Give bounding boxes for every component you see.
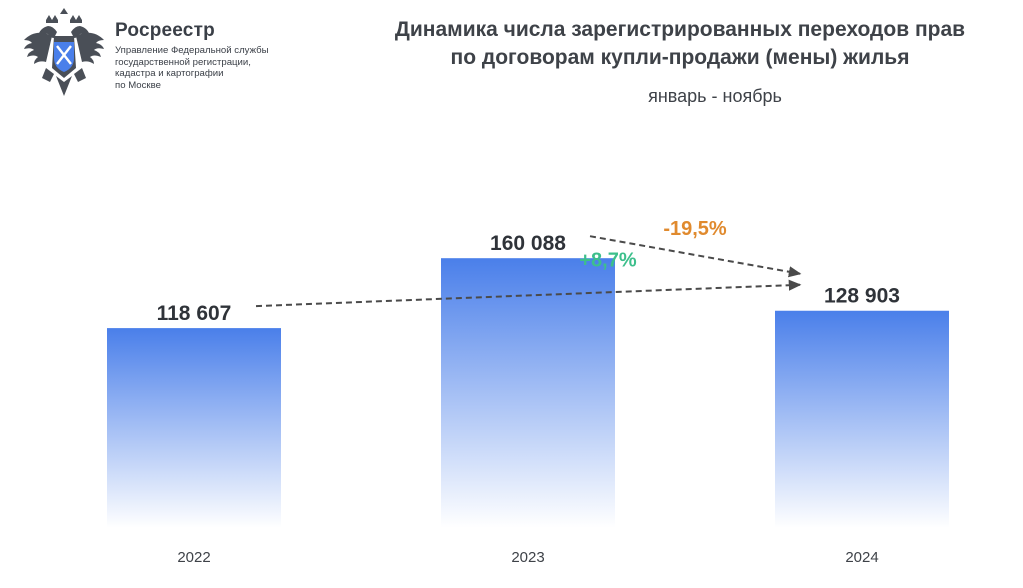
brand-sub-line: по Москве	[115, 79, 161, 91]
change-arrow-2023-2024	[589, 235, 802, 278]
x-tick-2023: 2023	[511, 549, 544, 566]
brand-subtitle: Управление Федеральной службы государств…	[115, 45, 305, 91]
value-label-2024: 128 903	[824, 285, 900, 308]
value-label-2022: 118 607	[157, 302, 232, 325]
bar-2022	[107, 328, 281, 528]
brand-sub-line: государственной регистрации,	[115, 56, 251, 68]
x-tick-2022: 2022	[177, 549, 210, 566]
brand-name: Росреестр	[115, 20, 215, 41]
bar-2024	[775, 310, 949, 528]
change-arrow-2022-2024	[255, 279, 802, 308]
chart-subtitle: январь - ноябрь	[648, 86, 782, 106]
x-tick-2024: 2024	[845, 549, 878, 566]
change-label-2023-2024: -19,5%	[663, 218, 727, 240]
chart-title: Динамика числа зарегистрированных перехо…	[330, 16, 1023, 72]
rosreestr-logo: Росреестр Управление Федеральной службы …	[22, 6, 302, 98]
double-headed-eagle-emblem-icon	[24, 8, 104, 96]
chart-title-line: по договорам купли-продажи (мены) жилья	[450, 46, 910, 69]
change-label-2022-2024: +8,7%	[579, 250, 636, 272]
bar-2023	[441, 258, 615, 528]
chart-title-line: Динамика числа зарегистрированных перехо…	[394, 18, 966, 41]
brand-sub-line: кадастра и картографии	[115, 68, 224, 79]
brand-sub-line: Управление Федеральной службы	[115, 45, 269, 56]
value-label-2023: 160 088	[490, 232, 566, 255]
